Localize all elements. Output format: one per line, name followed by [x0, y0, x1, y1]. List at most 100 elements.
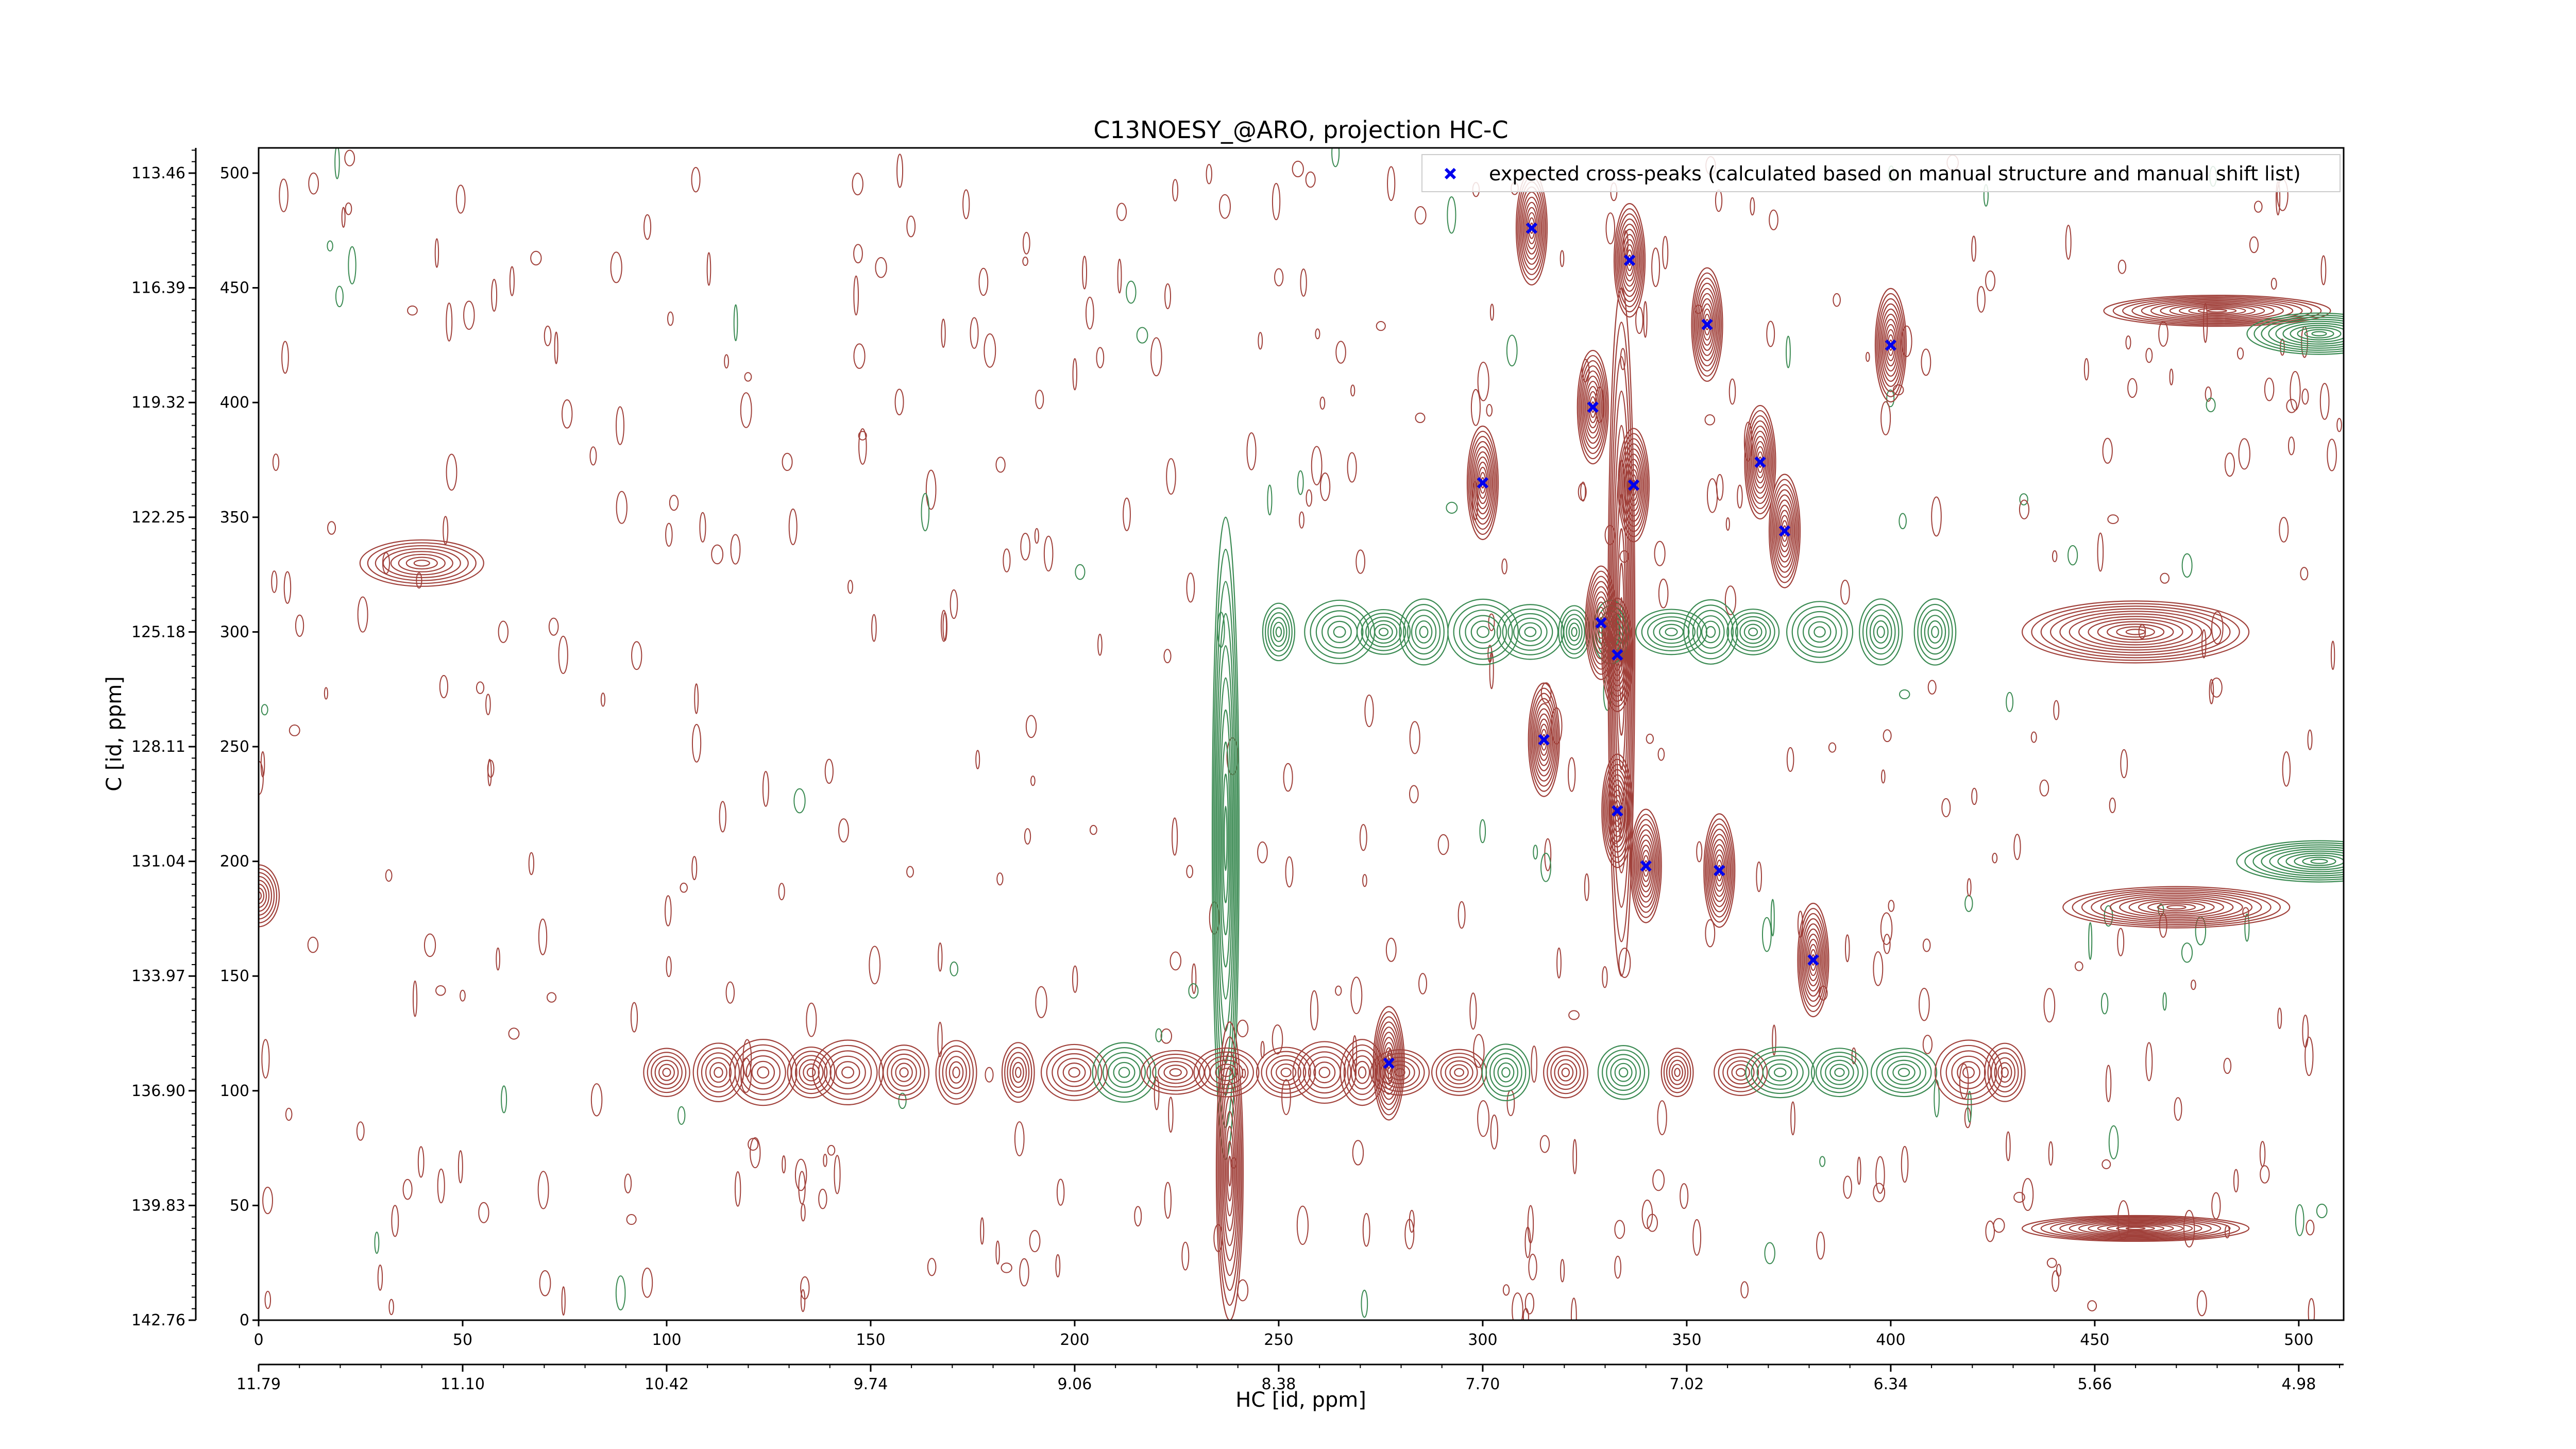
cross-peak-contour: [1614, 800, 1621, 822]
noise-contour: [1019, 1258, 1029, 1287]
band-contour: [1057, 1057, 1092, 1087]
cross-peak-contour: [1773, 489, 1797, 573]
noise-contour: [801, 1203, 806, 1222]
peak-x-stroke: [1595, 617, 1607, 629]
noise-contour: [1117, 259, 1122, 294]
cross-peak-contour: [1623, 239, 1636, 282]
band-contour: [1825, 1059, 1854, 1085]
noise-contour: [356, 1121, 365, 1141]
cross-peak-contour: [1691, 267, 1723, 382]
band-contour: [1917, 603, 1953, 660]
noise-contour: [1704, 414, 1716, 426]
noise-contour: [509, 266, 515, 296]
noise-contour: [1311, 446, 1323, 485]
band-contour: [835, 1061, 860, 1084]
noise-contour: [335, 285, 344, 308]
band-contour: [1108, 1057, 1141, 1088]
noise-contour: [1865, 351, 1870, 362]
expected-peak-marker: [1640, 860, 1652, 872]
peak-x-stroke: [1701, 318, 1713, 330]
band-contour: [1118, 1067, 1130, 1078]
noise-contour: [1764, 1242, 1775, 1265]
cross-peak-contour: [1799, 907, 1828, 1013]
cross-peak-contour: [1380, 1032, 1398, 1095]
cross-peak-contour: [1629, 469, 1639, 501]
cross-peak-contour: [1704, 818, 1734, 923]
noise-contour: [1458, 901, 1466, 929]
noise-contour: [1164, 1182, 1172, 1219]
noise-contour: [680, 882, 688, 893]
ridge-contour: [259, 880, 270, 912]
noise-contour: [1437, 834, 1449, 855]
noise-contour: [402, 1178, 413, 1200]
band-contour: [1275, 627, 1282, 637]
band-contour: [1369, 620, 1398, 644]
ridge-contour: [2131, 298, 2303, 323]
noise-contour: [2043, 988, 2056, 1023]
band-contour: [1934, 1039, 2003, 1105]
noise-contour: [496, 947, 500, 971]
noise-contour: [2308, 1298, 2315, 1320]
noise-contour: [544, 325, 552, 346]
cross-peak-contour: [1584, 375, 1602, 439]
band-contour: [823, 1050, 872, 1095]
band-contour: [1447, 598, 1519, 665]
noise-contour: [1469, 992, 1477, 1030]
noise-contour: [938, 942, 943, 972]
ridge-contour: [2275, 321, 2344, 347]
noise-contour: [823, 1153, 827, 1167]
ridge-contour: [2116, 1225, 2155, 1232]
noise-contour: [1977, 286, 1986, 313]
band-contour: [1224, 1110, 1236, 1232]
noise-contour: [1618, 948, 1631, 978]
noise-contour: [2108, 1125, 2119, 1159]
band-contour: [1659, 624, 1684, 641]
noise-contour: [548, 617, 559, 636]
band-contour: [818, 1044, 878, 1100]
noise-contour: [2006, 692, 2014, 712]
noise-contour: [1097, 633, 1103, 656]
y-ppm-tick-label: 133.97: [131, 967, 185, 985]
cross-peak-contour: [1598, 612, 1605, 634]
noise-contour: [610, 251, 622, 283]
noise-contour: [1022, 232, 1030, 255]
noise-contour: [2288, 436, 2295, 456]
cross-peak-contour: [1778, 510, 1791, 552]
noise-contour: [1056, 1178, 1065, 1206]
noise-contour: [1191, 963, 1197, 995]
band-contour: [1415, 620, 1433, 644]
peak-x-stroke: [1526, 222, 1538, 234]
noise-contour: [1657, 748, 1665, 761]
band-contour: [1610, 1058, 1637, 1087]
y-tick-label: 450: [220, 279, 249, 297]
band-contour: [1358, 1066, 1367, 1079]
cross-peak-contour: [1707, 829, 1732, 913]
noise-contour: [2109, 797, 2116, 814]
noise-contour: [1447, 196, 1456, 234]
noise-contour: [1662, 235, 1669, 269]
band-contour: [1773, 1067, 1787, 1077]
ridge-contour: [2147, 901, 2206, 913]
band-contour: [942, 1050, 971, 1094]
noise-contour: [2320, 255, 2327, 285]
band-contour: [1674, 1068, 1681, 1077]
y-ppm-tick-label: 122.25: [131, 509, 185, 527]
cross-peak-contour: [1626, 459, 1641, 512]
ridge-contour: [259, 872, 275, 920]
ridge-contour: [2091, 891, 2262, 923]
band-contour: [1273, 621, 1285, 643]
cross-peak-contour: [1539, 723, 1549, 756]
noise-contour: [1299, 511, 1304, 529]
noise-contour: [2088, 922, 2093, 960]
noise-contour: [984, 333, 996, 368]
band-contour: [1614, 1063, 1633, 1082]
band-contour: [799, 1059, 824, 1086]
band-contour: [1726, 1060, 1755, 1085]
cross-peak-contour: [1692, 272, 1722, 377]
cross-peak-contour: [1384, 1047, 1394, 1080]
contour-layer: [259, 148, 2344, 1320]
noise-contour: [2286, 399, 2297, 413]
noise-contour: [1306, 489, 1313, 507]
ridge-contour: [2141, 299, 2294, 322]
noise-contour: [1385, 937, 1397, 962]
